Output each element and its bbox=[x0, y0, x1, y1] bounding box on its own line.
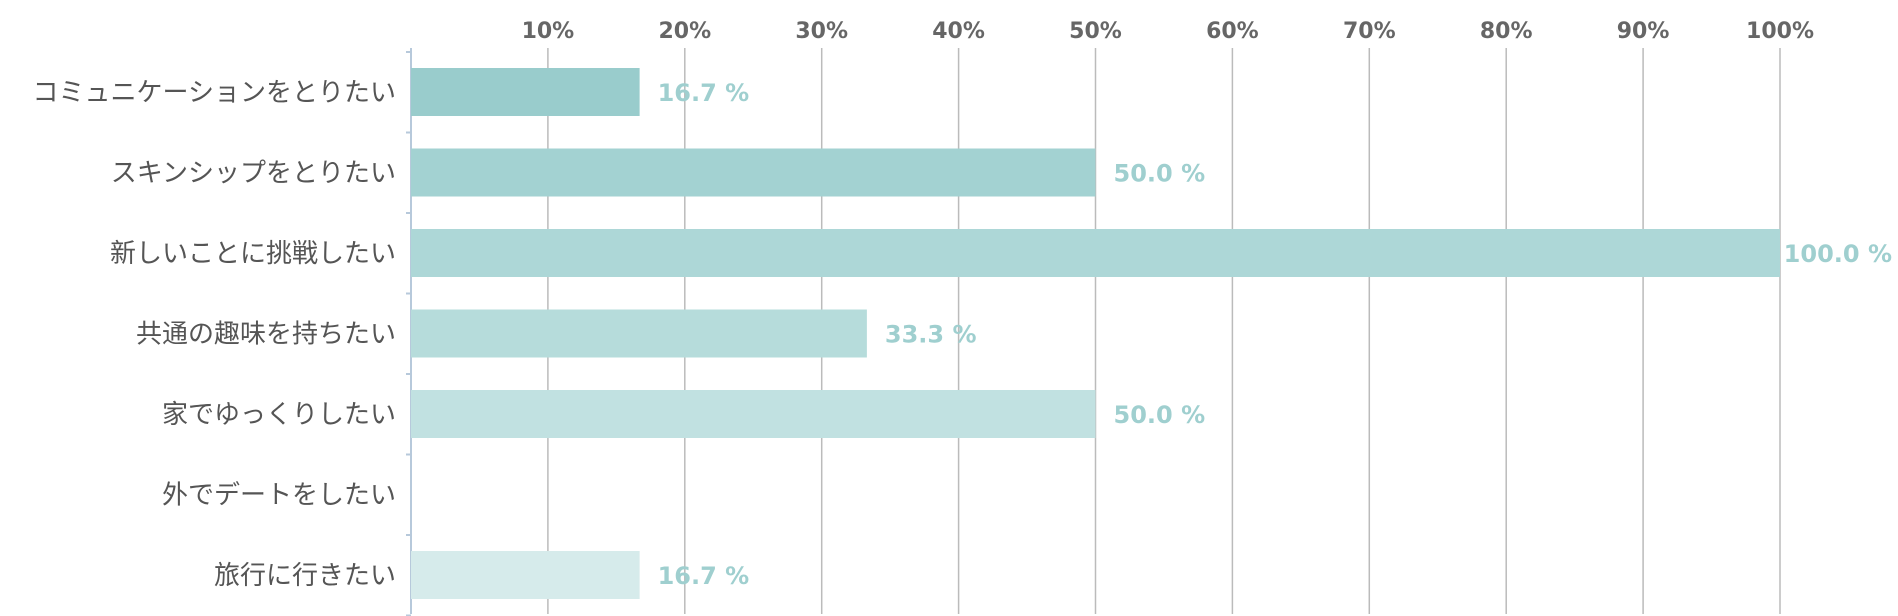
x-tick-label: 60% bbox=[1206, 19, 1259, 44]
bar bbox=[411, 229, 1780, 277]
value-label: 50.0 % bbox=[1114, 401, 1206, 429]
bar bbox=[411, 148, 1096, 197]
x-axis-ticks: 10% 20% 30% 40% 50% 60% 70% 80% 90% 100% bbox=[522, 19, 1814, 44]
category-label: 家でゆっくりしたい bbox=[162, 400, 396, 430]
category-labels: コミュニケーションをとりたいスキンシップをとりたい新しいことに挑戦したい共通の趣… bbox=[33, 78, 396, 591]
x-tick-label: 80% bbox=[1480, 19, 1533, 44]
x-tick-label: 30% bbox=[795, 19, 848, 44]
x-tick-label: 50% bbox=[1069, 19, 1122, 44]
bar bbox=[411, 551, 640, 599]
bar bbox=[411, 309, 867, 358]
x-tick-label: 70% bbox=[1343, 19, 1396, 44]
x-tick-label: 90% bbox=[1617, 19, 1670, 44]
x-tick-label: 40% bbox=[932, 19, 985, 44]
category-label: 共通の趣味を持ちたい bbox=[136, 320, 396, 350]
bar bbox=[411, 68, 640, 116]
x-tick-label: 10% bbox=[522, 19, 575, 44]
category-label: 外でデートをしたい bbox=[162, 481, 396, 511]
value-label: 16.7 % bbox=[658, 562, 750, 590]
category-label: 新しいことに挑戦したい bbox=[110, 239, 396, 269]
x-tick-label: 20% bbox=[658, 19, 711, 44]
x-tick-label: 100% bbox=[1746, 19, 1814, 44]
value-label: 100.0 % bbox=[1784, 240, 1892, 268]
value-label: 50.0 % bbox=[1114, 160, 1206, 188]
category-label: コミュニケーションをとりたい bbox=[33, 78, 396, 108]
grid-lines bbox=[547, 48, 1781, 614]
y-axis bbox=[406, 48, 412, 616]
value-label: 33.3 % bbox=[885, 321, 977, 349]
bars bbox=[411, 68, 1780, 599]
value-labels: 16.7 % 50.0 % 100.0 % 33.3 % 50.0 % 16.7 % bbox=[658, 79, 1892, 590]
category-label: 旅行に行きたい bbox=[214, 561, 396, 591]
category-label: スキンシップをとりたい bbox=[111, 159, 396, 189]
value-label: 16.7 % bbox=[658, 79, 750, 107]
bar bbox=[411, 390, 1096, 438]
